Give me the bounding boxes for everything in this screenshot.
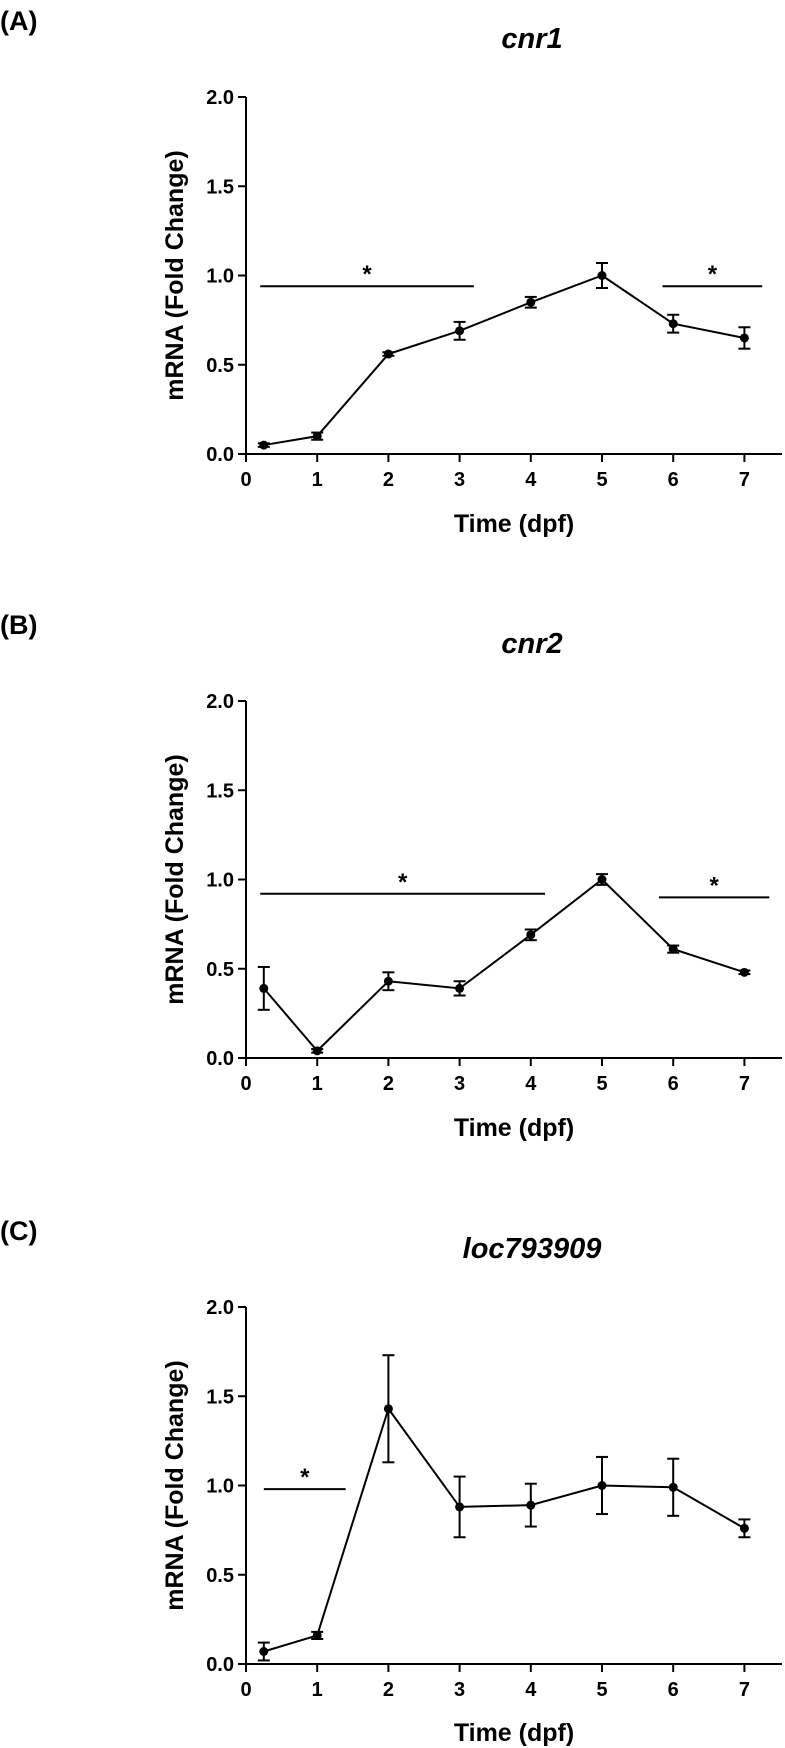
x-tick-label: 7: [739, 1679, 750, 1701]
data-point: [739, 333, 749, 343]
x-tick-label: 1: [312, 1679, 323, 1701]
y-tick-label: 1.0: [206, 870, 234, 892]
x-tick-label: 2: [383, 1679, 394, 1701]
data-point: [597, 271, 607, 280]
x-tick-label: 7: [739, 1073, 750, 1095]
data-point: [597, 1481, 607, 1490]
series-line: [263, 878, 745, 1053]
data-point: [526, 297, 536, 307]
series-line: [263, 274, 745, 447]
y-tick-label: 0.5: [206, 355, 234, 377]
chart-panel-c: (C) loc793909 0.0 0.5 1.0 1.5 2.0 0 1 2 3 4 5 6 7 Time …: [0, 1216, 782, 1747]
x-tick-label: 1: [312, 469, 323, 491]
x-tick-label: 6: [668, 469, 679, 491]
y-axis-label: mRNA (Fold Change): [161, 1360, 189, 1610]
chart-title: loc793909: [463, 1233, 602, 1265]
x-tick-label: 0: [240, 1679, 251, 1701]
x-tick-label: 5: [596, 1073, 607, 1095]
y-tick-label: 0.5: [206, 1565, 234, 1587]
data-point: [383, 349, 393, 359]
data-point: [739, 1523, 749, 1533]
data-point: [312, 1046, 322, 1056]
chart-title: cnr2: [501, 628, 562, 660]
data-point: [455, 1502, 465, 1512]
significance-star: *: [708, 261, 718, 288]
data-point: [259, 1647, 269, 1657]
x-tick-label: 4: [525, 1679, 537, 1701]
y-tick-label: 1.5: [206, 780, 234, 802]
data-point: [526, 1500, 536, 1510]
significance-star: *: [398, 869, 408, 896]
x-axis-label: Time (dpf): [454, 1114, 574, 1142]
data-point: [526, 930, 536, 940]
panel-letter: (C): [0, 1216, 37, 1246]
data-point: [668, 944, 678, 954]
significance-star: *: [300, 1464, 310, 1491]
x-tick-label: 0: [240, 1073, 251, 1095]
y-tick-label: 0.0: [206, 1654, 234, 1676]
series-line: [263, 1406, 745, 1653]
data-point: [259, 440, 269, 450]
x-axis-label: Time (dpf): [454, 510, 574, 538]
panel-letter: (A): [0, 6, 37, 36]
chart-panel-b: (B) cnr2 0.0 0.5 1.0 1.5 2.0 0 1 2 3 4 5 6 7 Time (dpf)…: [0, 610, 782, 1142]
significance-star: *: [362, 261, 372, 288]
data-point: [383, 1404, 393, 1414]
data-point: [668, 1482, 678, 1492]
x-tick-label: 2: [383, 469, 394, 491]
y-tick-label: 2.0: [206, 87, 234, 109]
y-tick-label: 1.5: [206, 176, 234, 198]
y-tick-label: 0.5: [206, 959, 234, 981]
x-tick-label: 3: [454, 469, 465, 491]
data-point: [455, 326, 465, 336]
y-tick-label: 1.0: [206, 1476, 234, 1498]
data-point: [383, 976, 393, 986]
y-tick-label: 0.0: [206, 444, 234, 466]
x-tick-label: 6: [668, 1679, 679, 1701]
x-tick-label: 2: [383, 1073, 394, 1095]
x-tick-label: 7: [739, 469, 750, 491]
y-axis-label: mRNA (Fold Change): [161, 754, 189, 1004]
x-tick-label: 4: [525, 1073, 537, 1095]
y-tick-label: 1.0: [206, 266, 234, 288]
data-point: [259, 983, 269, 993]
x-tick-label: 5: [596, 469, 607, 491]
x-tick-label: 0: [240, 469, 251, 491]
x-tick-label: 1: [312, 1073, 323, 1095]
y-tick-label: 0.0: [206, 1048, 234, 1070]
x-tick-label: 3: [454, 1679, 465, 1701]
data-point: [668, 319, 678, 329]
y-tick-label: 2.0: [206, 1297, 234, 1319]
x-axis-label: Time (dpf): [454, 1719, 574, 1747]
x-tick-label: 3: [454, 1073, 465, 1095]
chart-panel-a: (A) cnr1 0.0 0.5 1.0 1.5 2.0 0 1 2 3 4 5 6 7 Time (dpf)…: [0, 6, 782, 538]
y-tick-label: 2.0: [206, 691, 234, 713]
chart-title: cnr1: [501, 23, 562, 55]
y-tick-label: 1.5: [206, 1386, 234, 1408]
significance-star: *: [709, 872, 719, 899]
x-tick-label: 5: [596, 1679, 607, 1701]
data-point: [739, 967, 749, 977]
x-tick-label: 4: [525, 469, 537, 491]
data-point: [597, 875, 607, 884]
y-axis-label: mRNA (Fold Change): [161, 150, 189, 400]
data-point: [312, 1630, 322, 1640]
data-point: [455, 983, 465, 993]
x-tick-label: 6: [668, 1073, 679, 1095]
data-point: [312, 431, 322, 441]
panel-letter: (B): [0, 610, 37, 640]
